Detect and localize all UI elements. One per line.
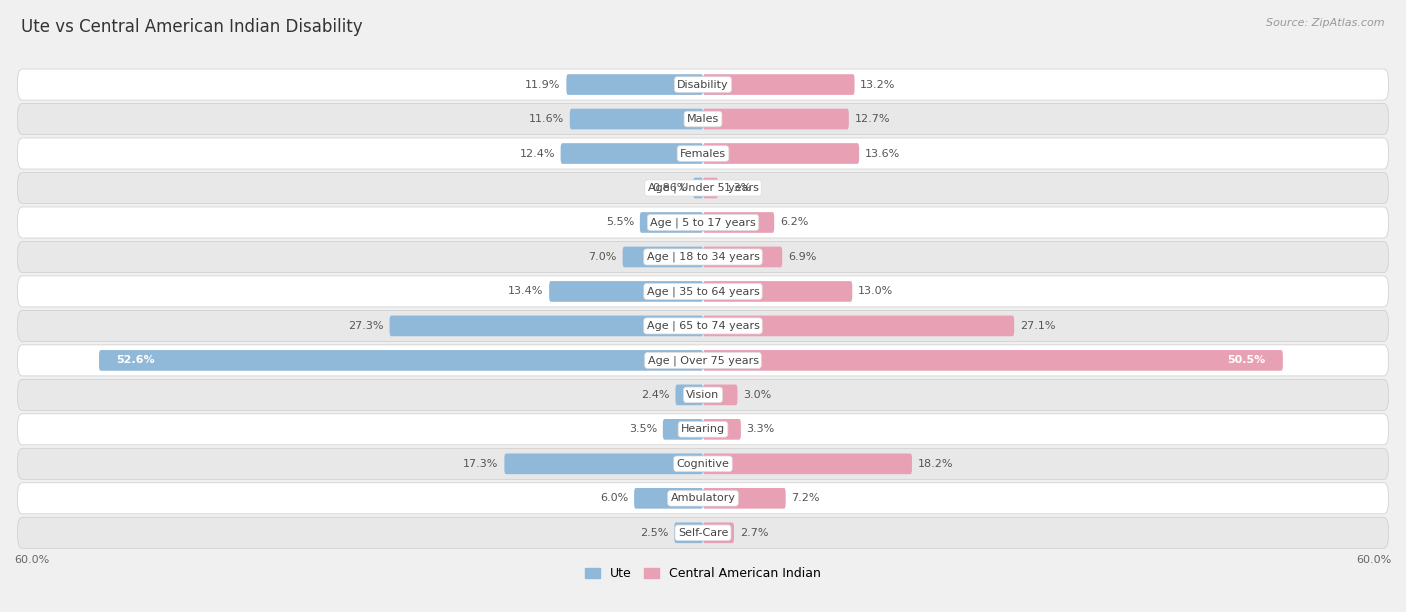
FancyBboxPatch shape xyxy=(389,316,703,336)
FancyBboxPatch shape xyxy=(505,453,703,474)
FancyBboxPatch shape xyxy=(703,488,786,509)
FancyBboxPatch shape xyxy=(703,212,775,233)
Text: 13.2%: 13.2% xyxy=(860,80,896,89)
FancyBboxPatch shape xyxy=(703,419,741,439)
Text: 7.0%: 7.0% xyxy=(589,252,617,262)
Text: Vision: Vision xyxy=(686,390,720,400)
FancyBboxPatch shape xyxy=(569,109,703,129)
Text: 6.2%: 6.2% xyxy=(780,217,808,228)
FancyBboxPatch shape xyxy=(703,177,718,198)
FancyBboxPatch shape xyxy=(17,242,1389,272)
FancyBboxPatch shape xyxy=(98,350,703,371)
Text: 3.5%: 3.5% xyxy=(628,424,657,435)
FancyBboxPatch shape xyxy=(675,523,703,543)
Text: Ute vs Central American Indian Disability: Ute vs Central American Indian Disabilit… xyxy=(21,18,363,36)
Text: 1.3%: 1.3% xyxy=(724,183,752,193)
FancyBboxPatch shape xyxy=(567,74,703,95)
FancyBboxPatch shape xyxy=(675,384,703,405)
FancyBboxPatch shape xyxy=(703,281,852,302)
Text: Age | 35 to 64 years: Age | 35 to 64 years xyxy=(647,286,759,297)
FancyBboxPatch shape xyxy=(561,143,703,164)
Text: 6.0%: 6.0% xyxy=(600,493,628,503)
FancyBboxPatch shape xyxy=(17,138,1389,169)
Text: 5.5%: 5.5% xyxy=(606,217,634,228)
Text: Disability: Disability xyxy=(678,80,728,89)
Text: 2.5%: 2.5% xyxy=(640,528,669,538)
Text: 3.0%: 3.0% xyxy=(744,390,772,400)
Text: 6.9%: 6.9% xyxy=(787,252,817,262)
FancyBboxPatch shape xyxy=(634,488,703,509)
FancyBboxPatch shape xyxy=(17,69,1389,100)
Text: 27.3%: 27.3% xyxy=(349,321,384,331)
FancyBboxPatch shape xyxy=(703,247,782,267)
FancyBboxPatch shape xyxy=(703,74,855,95)
FancyBboxPatch shape xyxy=(17,517,1389,548)
FancyBboxPatch shape xyxy=(550,281,703,302)
FancyBboxPatch shape xyxy=(703,523,734,543)
FancyBboxPatch shape xyxy=(17,276,1389,307)
Text: 12.4%: 12.4% xyxy=(519,149,555,159)
FancyBboxPatch shape xyxy=(640,212,703,233)
Text: Hearing: Hearing xyxy=(681,424,725,435)
Text: Males: Males xyxy=(688,114,718,124)
FancyBboxPatch shape xyxy=(17,449,1389,479)
Text: Age | Over 75 years: Age | Over 75 years xyxy=(648,355,758,365)
FancyBboxPatch shape xyxy=(703,143,859,164)
Text: Source: ZipAtlas.com: Source: ZipAtlas.com xyxy=(1267,18,1385,28)
FancyBboxPatch shape xyxy=(662,419,703,439)
Text: 13.4%: 13.4% xyxy=(508,286,543,296)
FancyBboxPatch shape xyxy=(17,103,1389,135)
Text: Ambulatory: Ambulatory xyxy=(671,493,735,503)
FancyBboxPatch shape xyxy=(17,207,1389,238)
Text: 11.6%: 11.6% xyxy=(529,114,564,124)
FancyBboxPatch shape xyxy=(703,350,1282,371)
Text: Age | 5 to 17 years: Age | 5 to 17 years xyxy=(650,217,756,228)
Text: Age | 65 to 74 years: Age | 65 to 74 years xyxy=(647,321,759,331)
Text: 3.3%: 3.3% xyxy=(747,424,775,435)
Text: 50.5%: 50.5% xyxy=(1227,356,1265,365)
FancyBboxPatch shape xyxy=(703,384,738,405)
Text: 60.0%: 60.0% xyxy=(14,555,49,565)
FancyBboxPatch shape xyxy=(17,310,1389,341)
Text: 0.86%: 0.86% xyxy=(652,183,688,193)
FancyBboxPatch shape xyxy=(703,109,849,129)
Text: Self-Care: Self-Care xyxy=(678,528,728,538)
FancyBboxPatch shape xyxy=(17,414,1389,445)
Text: 18.2%: 18.2% xyxy=(918,459,953,469)
FancyBboxPatch shape xyxy=(17,483,1389,514)
FancyBboxPatch shape xyxy=(693,177,703,198)
Text: Age | Under 5 years: Age | Under 5 years xyxy=(648,183,758,193)
Text: Cognitive: Cognitive xyxy=(676,459,730,469)
Text: 13.6%: 13.6% xyxy=(865,149,900,159)
Text: 27.1%: 27.1% xyxy=(1019,321,1056,331)
Legend: Ute, Central American Indian: Ute, Central American Indian xyxy=(585,567,821,580)
FancyBboxPatch shape xyxy=(703,453,912,474)
Text: Females: Females xyxy=(681,149,725,159)
Text: 2.7%: 2.7% xyxy=(740,528,768,538)
Text: 52.6%: 52.6% xyxy=(117,356,155,365)
FancyBboxPatch shape xyxy=(623,247,703,267)
Text: 13.0%: 13.0% xyxy=(858,286,893,296)
FancyBboxPatch shape xyxy=(17,379,1389,411)
Text: Age | 18 to 34 years: Age | 18 to 34 years xyxy=(647,252,759,262)
FancyBboxPatch shape xyxy=(17,345,1389,376)
Text: 11.9%: 11.9% xyxy=(526,80,561,89)
Text: 7.2%: 7.2% xyxy=(792,493,820,503)
Text: 2.4%: 2.4% xyxy=(641,390,669,400)
Text: 17.3%: 17.3% xyxy=(463,459,499,469)
FancyBboxPatch shape xyxy=(17,173,1389,204)
FancyBboxPatch shape xyxy=(703,316,1014,336)
Text: 12.7%: 12.7% xyxy=(855,114,890,124)
Text: 60.0%: 60.0% xyxy=(1357,555,1392,565)
